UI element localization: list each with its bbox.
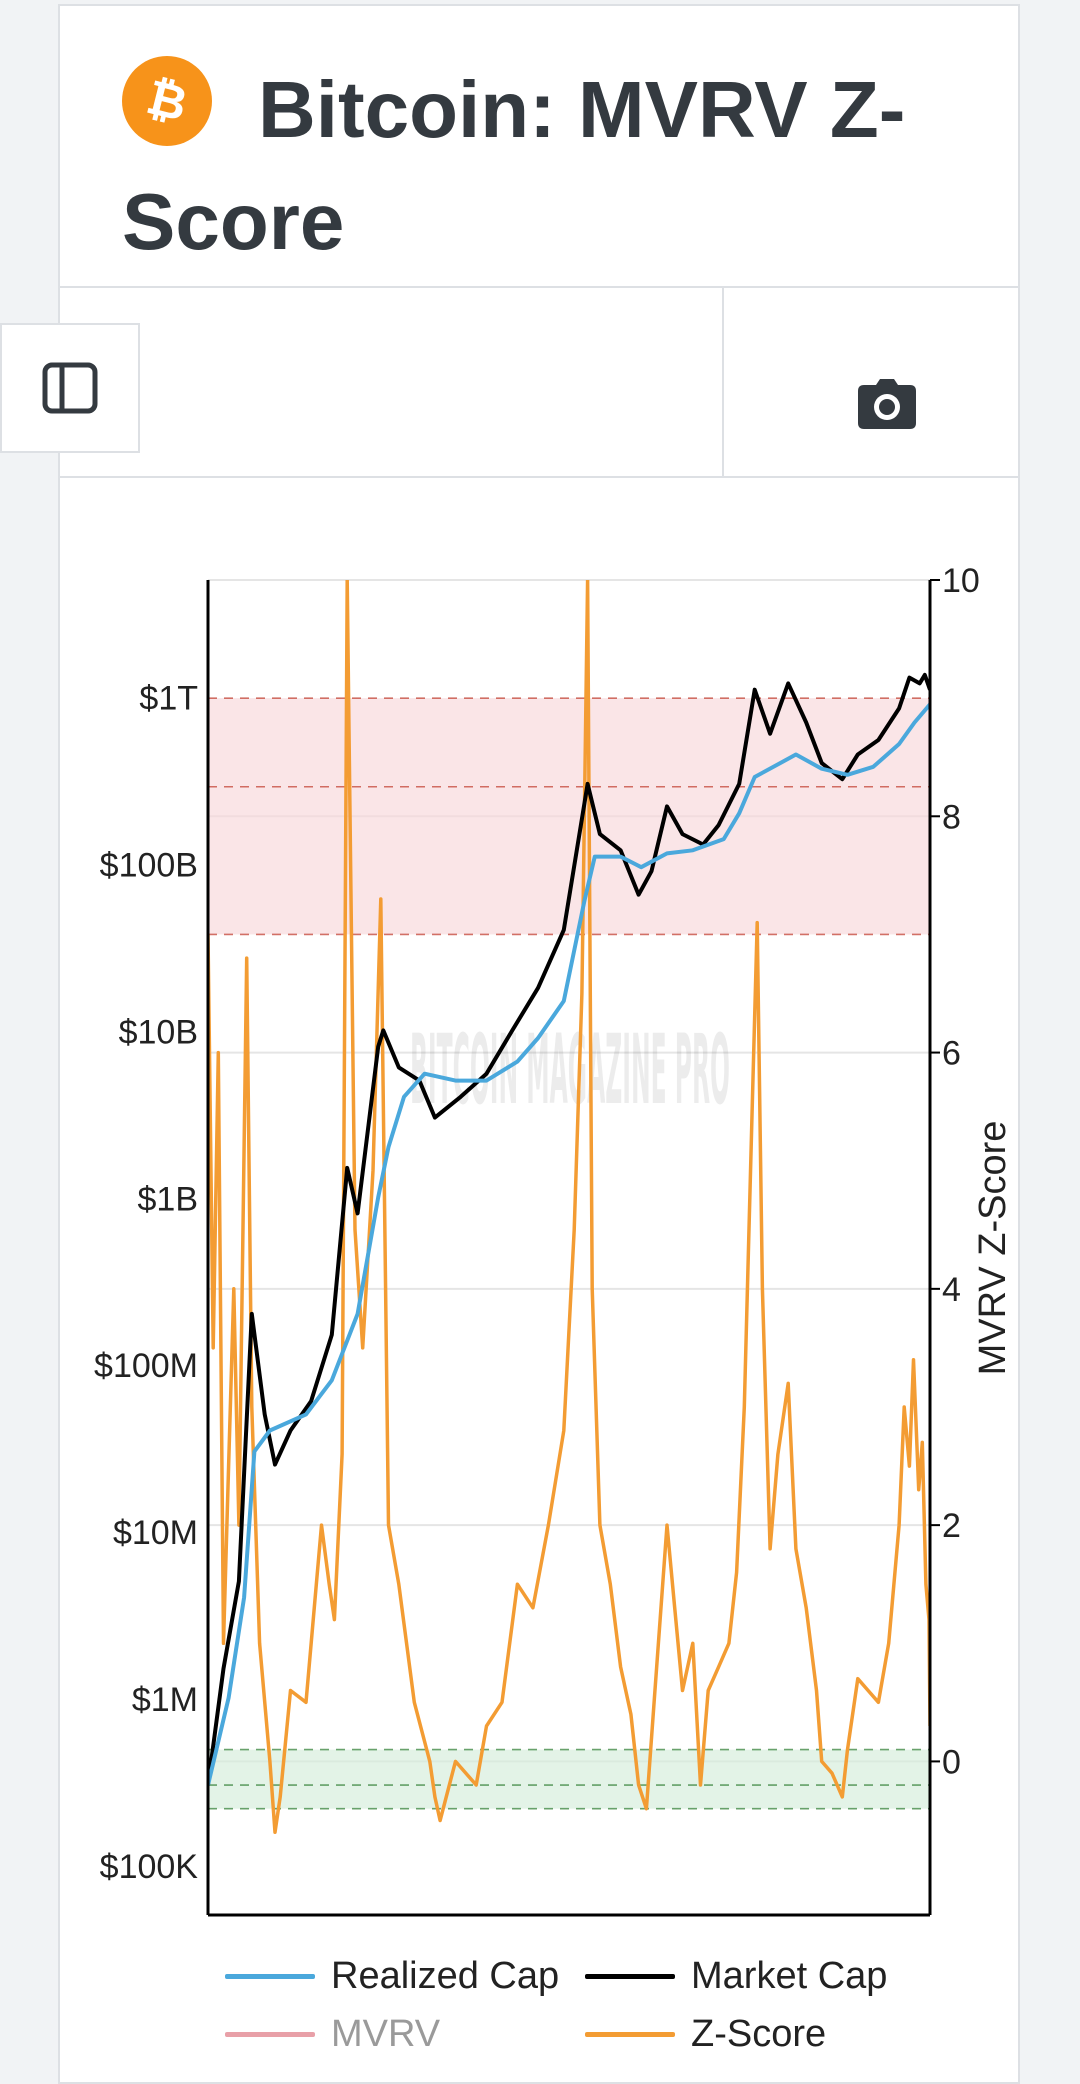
legend-swatch-z-score xyxy=(585,2032,675,2037)
toolbar-divider xyxy=(722,288,724,476)
page-title: Bitcoin: MVRV Z-Score xyxy=(122,65,906,266)
sidebar-toggle-button[interactable] xyxy=(0,323,140,453)
legend-label-mvrv: MVRV xyxy=(331,2013,441,2055)
series-group xyxy=(208,580,930,1835)
right-axis-label: MVRV Z-Score xyxy=(972,1121,1014,1376)
left-tick-label: $100M xyxy=(94,1347,198,1385)
right-tick-label: 10 xyxy=(942,562,980,600)
left-tick-label: $10B xyxy=(119,1013,198,1051)
legend-swatch-market-cap xyxy=(585,1974,675,1979)
left-tick-label: $1M xyxy=(132,1681,198,1719)
watermark: BITCOIN MAGAZINE PRO xyxy=(410,1014,730,1126)
camera-icon xyxy=(858,379,916,429)
legend-item-mvrv[interactable]: MVRV xyxy=(225,2013,440,2056)
legend-label-market-cap: Market Cap xyxy=(691,1955,888,1997)
left-tick-label: $1B xyxy=(138,1180,199,1218)
legend-item-z-score[interactable]: Z-Score xyxy=(585,2013,826,2056)
series-market-cap xyxy=(208,672,930,1786)
right-tick-label: 0 xyxy=(942,1743,961,1781)
screenshot-button[interactable] xyxy=(840,368,934,440)
legend-item-market-cap[interactable]: Market Cap xyxy=(585,1955,887,1998)
legend-label-z-score: Z-Score xyxy=(691,2013,827,2055)
right-tick-label: 6 xyxy=(942,1035,961,1073)
legend-swatch-mvrv xyxy=(225,2032,315,2037)
series-realized-cap xyxy=(208,703,930,1786)
undervalued-zone xyxy=(208,1749,930,1809)
legend-swatch-realized-cap xyxy=(225,1974,315,1979)
bitcoin-symbol: ₿ xyxy=(141,71,193,131)
sidebar-icon xyxy=(42,362,98,414)
legend-label-realized-cap: Realized Cap xyxy=(331,1955,560,1997)
chart-header: ₿ Bitcoin: MVRV Z-Score xyxy=(60,6,1018,288)
right-tick-label: 4 xyxy=(942,1271,961,1309)
chart-toolbar xyxy=(60,288,1018,478)
right-tick-label: 2 xyxy=(942,1507,961,1545)
bitcoin-logo-icon: ₿ xyxy=(122,56,212,146)
right-tick-label: 8 xyxy=(942,798,961,836)
series-z-score xyxy=(208,580,930,1835)
left-tick-label: $100K xyxy=(100,1848,199,1886)
legend-item-realized-cap[interactable]: Realized Cap xyxy=(225,1955,559,1998)
left-tick-label: $10M xyxy=(113,1514,198,1552)
left-tick-label: $1T xyxy=(139,680,198,718)
left-tick-label: $100B xyxy=(100,847,198,885)
